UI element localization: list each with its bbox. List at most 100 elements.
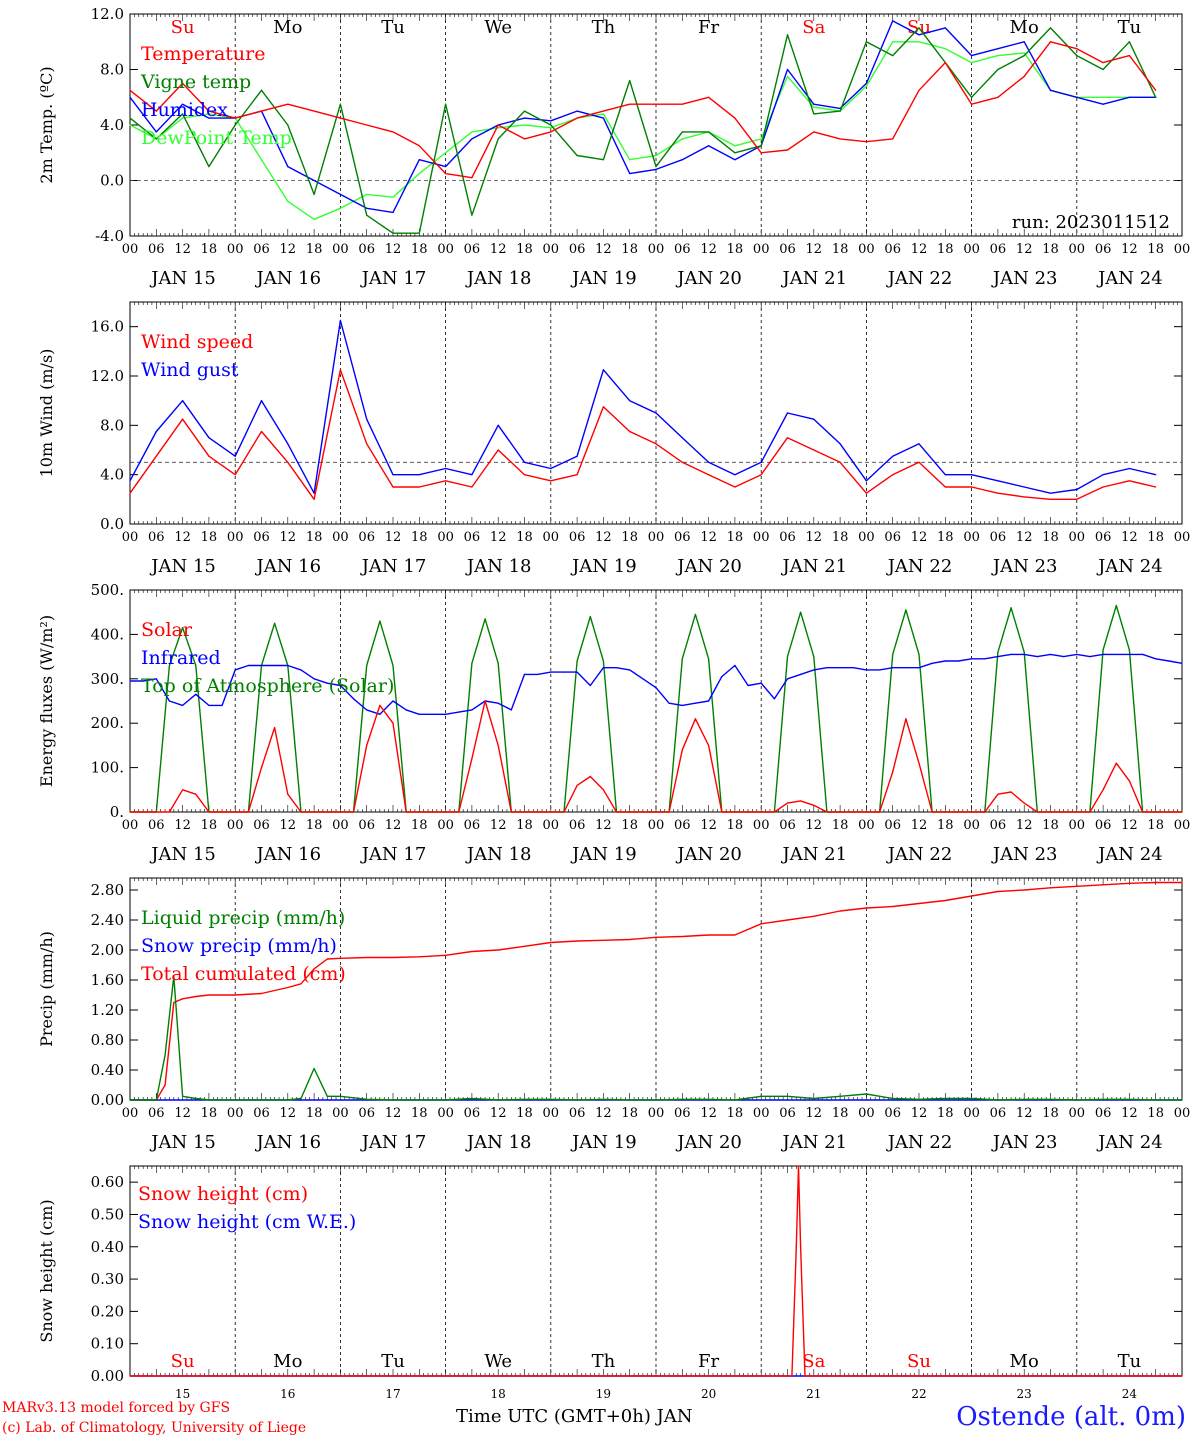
hour-label: 06 bbox=[464, 530, 481, 545]
series-line bbox=[130, 604, 1182, 813]
hour-label: 00 bbox=[437, 818, 454, 833]
hour-label: 00 bbox=[437, 1106, 454, 1121]
hour-label: 00 bbox=[648, 818, 665, 833]
data-point bbox=[804, 1375, 806, 1377]
data-point bbox=[234, 124, 236, 126]
data-point bbox=[760, 152, 762, 154]
data-point bbox=[471, 474, 473, 476]
data-point bbox=[339, 103, 341, 105]
day-name: Sa bbox=[802, 1351, 825, 1372]
data-point bbox=[1076, 498, 1078, 500]
data-point bbox=[287, 664, 289, 667]
data-point bbox=[418, 474, 420, 476]
data-point bbox=[366, 956, 368, 959]
data-point bbox=[892, 653, 894, 655]
data-point bbox=[629, 400, 631, 402]
hour-label: 00 bbox=[858, 1106, 875, 1121]
data-point bbox=[129, 680, 131, 682]
data-point bbox=[1049, 89, 1052, 91]
data-point bbox=[563, 811, 565, 813]
data-point bbox=[629, 159, 631, 161]
data-point bbox=[339, 207, 341, 209]
data-point bbox=[839, 1099, 841, 1101]
date-number: 17 bbox=[385, 1387, 400, 1401]
data-point bbox=[497, 702, 499, 704]
data-point bbox=[484, 618, 486, 620]
hour-label: 12 bbox=[280, 818, 297, 833]
data-point bbox=[326, 1099, 328, 1101]
data-point bbox=[1076, 488, 1078, 491]
data-point bbox=[708, 700, 710, 702]
data-point bbox=[418, 486, 420, 488]
data-point bbox=[168, 700, 171, 702]
data-point bbox=[905, 609, 907, 611]
y-tick-label: 2.80 bbox=[91, 881, 124, 899]
date-label: JAN 17 bbox=[360, 268, 427, 289]
data-point bbox=[339, 1095, 341, 1097]
data-point bbox=[379, 704, 381, 707]
date-label: JAN 20 bbox=[675, 1132, 742, 1153]
data-point bbox=[1076, 1099, 1078, 1101]
data-point bbox=[944, 474, 946, 476]
legend-entry: Solar bbox=[141, 619, 193, 641]
date-number: 20 bbox=[701, 1387, 716, 1401]
data-point bbox=[208, 437, 210, 439]
data-point bbox=[471, 131, 473, 133]
hour-label: 12 bbox=[1121, 1106, 1138, 1121]
data-point bbox=[129, 1375, 131, 1377]
y-tick-label: 0.00 bbox=[91, 1091, 124, 1109]
hour-label: 00 bbox=[227, 242, 244, 257]
hour-label: 00 bbox=[963, 1106, 980, 1121]
hour-label: 00 bbox=[1069, 242, 1086, 257]
data-point bbox=[313, 968, 315, 970]
data-point bbox=[615, 667, 618, 669]
date-number: 18 bbox=[491, 1387, 506, 1401]
y-tick-label: 16.0 bbox=[91, 318, 124, 336]
data-point bbox=[918, 653, 920, 655]
data-point bbox=[865, 82, 868, 84]
data-point bbox=[129, 1099, 131, 1101]
data-point bbox=[392, 196, 394, 198]
hour-label: 12 bbox=[1016, 242, 1033, 257]
data-point bbox=[221, 811, 223, 813]
hour-label: 12 bbox=[595, 242, 612, 257]
data-point bbox=[405, 811, 407, 813]
hour-label: 12 bbox=[911, 818, 928, 833]
data-point bbox=[892, 138, 894, 140]
data-point bbox=[300, 1097, 302, 1100]
data-point bbox=[865, 492, 868, 494]
hour-label: 12 bbox=[700, 818, 717, 833]
hour-label: 06 bbox=[990, 530, 1007, 545]
data-point bbox=[681, 437, 683, 439]
data-point bbox=[826, 811, 828, 813]
y-tick-label: -4.0 bbox=[95, 227, 124, 245]
data-point bbox=[208, 113, 210, 115]
hour-label: 06 bbox=[1095, 818, 1112, 833]
hour-label: 12 bbox=[174, 242, 191, 257]
data-point bbox=[971, 474, 973, 476]
data-point bbox=[918, 762, 920, 764]
legend-entry: Snow height (cm W.E.) bbox=[138, 1211, 356, 1233]
data-point bbox=[795, 1246, 797, 1248]
data-point bbox=[708, 1098, 710, 1100]
hour-label: 06 bbox=[674, 1106, 691, 1121]
hour-label: 00 bbox=[963, 530, 980, 545]
data-point bbox=[655, 168, 657, 170]
data-point bbox=[155, 1099, 157, 1101]
hour-label: 06 bbox=[779, 818, 796, 833]
data-point bbox=[1102, 486, 1104, 488]
data-point bbox=[602, 660, 605, 662]
data-point bbox=[786, 656, 789, 658]
day-name: Sa bbox=[802, 17, 825, 38]
data-point bbox=[1102, 68, 1104, 71]
hour-label: 12 bbox=[806, 530, 823, 545]
data-point bbox=[418, 232, 420, 234]
legend-entry: DewPoint Temp bbox=[141, 127, 292, 149]
data-point bbox=[786, 68, 789, 71]
data-point bbox=[168, 664, 171, 667]
data-point bbox=[366, 709, 368, 711]
data-point bbox=[1049, 887, 1052, 889]
data-point bbox=[1168, 660, 1170, 662]
data-point bbox=[537, 673, 539, 675]
data-point bbox=[392, 664, 394, 667]
